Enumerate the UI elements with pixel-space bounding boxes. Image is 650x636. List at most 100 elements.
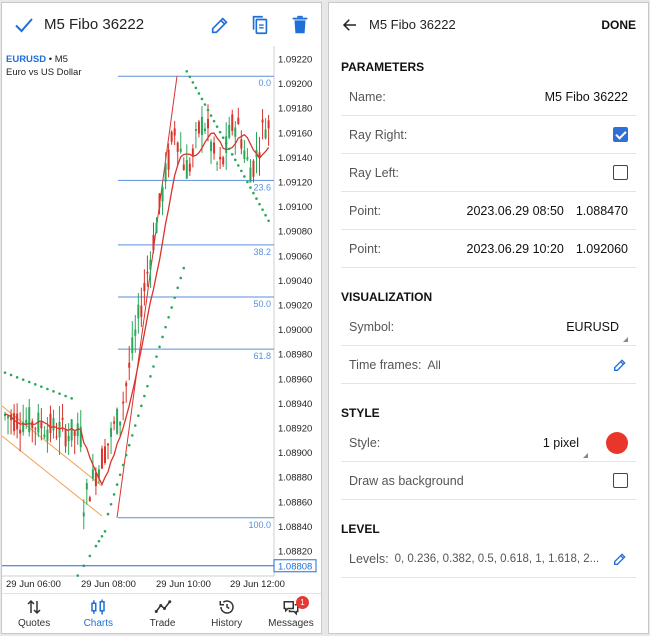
- sar-dot: [127, 443, 131, 447]
- price-tick-label: 1.08940: [278, 399, 312, 410]
- point1-label: Point:: [349, 203, 381, 218]
- price-tick-label: 1.09100: [278, 202, 312, 213]
- candle-body: [116, 408, 119, 434]
- nav-history[interactable]: History: [195, 594, 259, 633]
- ray-right-checkbox[interactable]: [613, 127, 628, 142]
- sar-dot: [88, 554, 92, 558]
- nav-quotes[interactable]: Quotes: [2, 594, 66, 633]
- current-price-label: 1.08808: [278, 561, 312, 572]
- nav-history-label: History: [211, 618, 243, 629]
- symbol-label: Symbol:: [349, 319, 395, 334]
- chart-canvas[interactable]: 1.09220 1.09200 1.09180 1.09160 1.09140 1.091…: [2, 46, 322, 595]
- fibo-level-label: 50.0: [253, 299, 271, 309]
- nav-quotes-label: Quotes: [17, 618, 51, 629]
- point2-row[interactable]: Point: 2023.06.29 10:20 1.092060: [341, 230, 636, 268]
- bottom-navigation: Quotes Charts Trade History Messages 1: [2, 593, 321, 633]
- sar-dot: [70, 397, 73, 400]
- point1-row[interactable]: Point: 2023.06.29 08:50 1.088470: [341, 192, 636, 230]
- candle-body: [85, 483, 88, 490]
- fibo-level-label: 100.0: [248, 520, 271, 530]
- candle-body: [200, 116, 203, 136]
- candle-body: [73, 431, 76, 436]
- candle-body: [264, 129, 267, 139]
- background-checkbox[interactable]: [613, 473, 628, 488]
- point1-date[interactable]: 2023.06.29 08:50: [466, 203, 564, 218]
- sar-dot: [149, 375, 152, 378]
- ray-left-row[interactable]: Ray Left:: [341, 154, 636, 192]
- fibo-level-label: 0.0: [258, 78, 271, 88]
- channel-line: [2, 435, 103, 517]
- sar-dot: [3, 371, 7, 374]
- candle-body: [155, 222, 158, 234]
- sar-dot: [9, 373, 13, 377]
- candle-body: [249, 167, 252, 183]
- sar-dot: [200, 97, 204, 101]
- edit-pencil-icon[interactable]: [209, 14, 231, 36]
- fibo-level-label: 23.6: [253, 182, 271, 192]
- color-picker-swatch[interactable]: [606, 431, 628, 454]
- delete-trash-icon[interactable]: [289, 14, 311, 36]
- name-row[interactable]: Name: M5 Fibo 36222: [341, 78, 636, 116]
- messages-badge: 1: [296, 596, 310, 609]
- sar-dot: [182, 266, 186, 270]
- edit-levels-pencil-icon[interactable]: [612, 551, 628, 567]
- candle-body: [216, 163, 219, 165]
- price-tick-label: 1.09000: [278, 325, 312, 336]
- ray-right-row[interactable]: Ray Right:: [341, 116, 636, 154]
- timeframes-row[interactable]: Time frames: All: [341, 346, 636, 384]
- candle-body: [79, 426, 82, 448]
- sar-dot: [140, 404, 143, 408]
- sar-dot: [94, 544, 98, 548]
- time-tick-label: 29 Jun 06:00: [6, 579, 61, 590]
- sar-dot: [146, 384, 149, 388]
- candle-body: [61, 417, 64, 420]
- done-button[interactable]: DONE: [601, 17, 636, 32]
- nav-trade[interactable]: Trade: [130, 594, 194, 633]
- sar-dot: [240, 169, 243, 173]
- candle-body: [107, 443, 110, 446]
- sar-dot: [112, 493, 116, 496]
- symbol-caption: EURUSD • M5 Euro vs US Dollar: [6, 54, 82, 78]
- levels-row[interactable]: Levels: 0, 0.236, 0.382, 0.5, 0.618, 1, …: [341, 540, 636, 578]
- sar-dot: [197, 92, 201, 95]
- ray-left-checkbox[interactable]: [613, 165, 628, 180]
- background-row[interactable]: Draw as background: [341, 462, 636, 500]
- symbol-row[interactable]: Symbol: EURUSD: [341, 308, 636, 346]
- candle-body: [188, 163, 191, 172]
- edit-timeframes-pencil-icon[interactable]: [612, 357, 628, 373]
- candle-body: [97, 469, 100, 479]
- chart-topbar: M5 Fibo 36222: [2, 3, 321, 46]
- confirm-check-icon[interactable]: [12, 13, 36, 37]
- point2-date[interactable]: 2023.06.29 10:20: [466, 241, 564, 256]
- candle-body: [55, 436, 58, 438]
- candle-body: [152, 234, 155, 251]
- price-chart[interactable]: 1.09220 1.09200 1.09180 1.09160 1.09140 1.091…: [2, 46, 322, 595]
- sar-dot: [252, 191, 255, 195]
- name-label: Name:: [349, 89, 386, 104]
- symbol-name: EURUSD: [6, 54, 47, 65]
- candle-body: [128, 362, 131, 368]
- nav-messages[interactable]: Messages 1: [259, 594, 321, 633]
- point2-price[interactable]: 1.092060: [575, 241, 628, 256]
- sar-dot: [206, 108, 210, 112]
- style-row[interactable]: Style: 1 pixel: [341, 424, 636, 462]
- candle-body: [170, 131, 173, 142]
- price-tick-label: 1.08900: [278, 448, 312, 459]
- candle-body: [103, 446, 106, 463]
- symbol-dropdown-icon: [623, 337, 628, 342]
- candle-body: [164, 163, 167, 182]
- style-select[interactable]: 1 pixel: [542, 435, 579, 450]
- nav-charts[interactable]: Charts: [66, 594, 130, 633]
- point1-price[interactable]: 1.088470: [575, 203, 628, 218]
- candle-body: [64, 430, 67, 447]
- point2-label: Point:: [349, 241, 381, 256]
- style-label: Style:: [349, 435, 381, 450]
- back-arrow-icon[interactable]: [341, 16, 359, 34]
- price-tick-label: 1.08960: [278, 374, 312, 385]
- price-tick-label: 1.08820: [278, 547, 312, 558]
- copy-icon[interactable]: [249, 14, 271, 36]
- symbol-select[interactable]: EURUSD: [566, 319, 619, 334]
- name-value[interactable]: M5 Fibo 36222: [544, 89, 628, 104]
- sar-dot: [133, 424, 137, 427]
- current-price-tag: [273, 559, 317, 573]
